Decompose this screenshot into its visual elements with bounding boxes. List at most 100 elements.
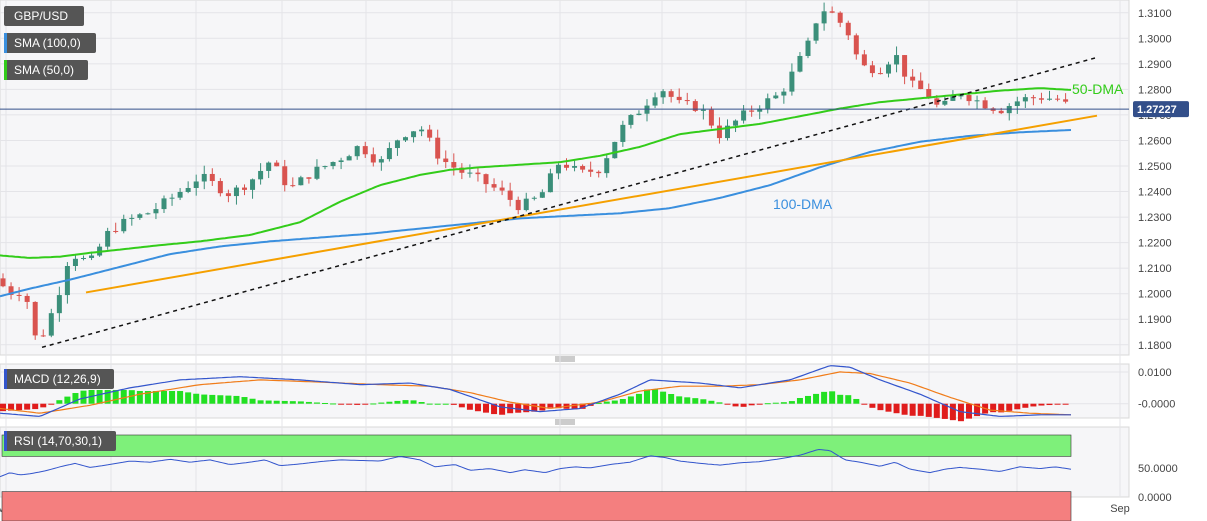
candle-body xyxy=(660,91,666,98)
candle-body xyxy=(258,170,264,180)
candle-body xyxy=(628,115,634,125)
legend-sma100-text: SMA (100,0) xyxy=(14,36,81,50)
macd-bar xyxy=(724,403,731,405)
legend-macd[interactable]: MACD (12,26,9) xyxy=(4,369,114,389)
last-price-tag xyxy=(1133,101,1189,118)
y-tick-label: 1.1900 xyxy=(1138,314,1172,326)
legend-sma50[interactable]: SMA (50,0) xyxy=(4,60,88,80)
macd-bar xyxy=(796,398,803,404)
macd-bar xyxy=(732,403,739,407)
candle-body xyxy=(193,181,199,188)
macd-bar xyxy=(861,403,868,405)
candle-body xyxy=(370,154,376,163)
candle-body xyxy=(708,109,714,126)
macd-bar xyxy=(128,390,135,404)
legend-symbol[interactable]: GBP/USD xyxy=(4,6,84,26)
macd-bar xyxy=(676,396,683,404)
candle-body xyxy=(1030,97,1036,99)
candle-body xyxy=(716,125,722,139)
candle-body xyxy=(547,173,553,193)
macd-bar xyxy=(627,396,634,404)
macd-bar xyxy=(16,403,23,411)
candle-body xyxy=(676,96,682,101)
macd-bar xyxy=(990,403,997,413)
candle-body xyxy=(837,12,843,23)
legend-rsi-bg xyxy=(4,431,116,451)
candle-body xyxy=(515,199,521,211)
candle-body xyxy=(982,100,988,109)
macd-bar xyxy=(152,391,159,404)
macd-bar xyxy=(635,393,642,404)
macd-bar xyxy=(837,394,844,404)
candle-body xyxy=(394,140,400,149)
macd-bar xyxy=(491,403,498,415)
candle-body xyxy=(451,162,457,168)
candle-body xyxy=(378,159,384,163)
legend-rsi[interactable]: RSI (14,70,30,1) xyxy=(4,431,116,451)
macd-bar xyxy=(442,403,449,405)
panel-resize-handle[interactable] xyxy=(555,419,575,425)
macd-bar xyxy=(402,400,409,404)
candle-body xyxy=(886,64,891,74)
candle-body xyxy=(950,96,956,101)
macd-bar xyxy=(378,402,385,404)
candle-body xyxy=(32,301,38,336)
macd-bar xyxy=(289,401,296,404)
macd-bar xyxy=(901,403,908,415)
legend-sma100[interactable]: SMA (100,0) xyxy=(4,33,96,53)
candle-body xyxy=(668,91,674,97)
sma100-line xyxy=(0,129,1072,298)
macd-bar xyxy=(700,399,707,404)
macd-bar xyxy=(144,391,151,404)
macd-bar xyxy=(80,390,87,404)
macd-bar xyxy=(322,402,328,404)
candle-body xyxy=(555,164,561,174)
candle-body xyxy=(934,98,940,105)
candle-body xyxy=(419,129,425,132)
macd-bar xyxy=(483,403,489,413)
legend-symbol-bg xyxy=(4,6,84,26)
macd-bar xyxy=(265,400,272,404)
macd-bar xyxy=(1054,403,1061,405)
macd-bar xyxy=(193,393,200,404)
macd-bar xyxy=(434,403,441,405)
candle-body xyxy=(580,166,586,170)
y-tick-label: 1.2500 xyxy=(1138,161,1172,173)
macd-bar xyxy=(805,395,811,404)
candle-body xyxy=(1047,98,1052,100)
candle-body xyxy=(250,179,256,190)
candle-body xyxy=(733,120,739,126)
macd-bar xyxy=(386,401,393,404)
macd-bar xyxy=(515,403,522,413)
macd-bar xyxy=(394,400,401,404)
candle-body xyxy=(507,190,513,200)
candle-body xyxy=(459,167,465,173)
main-panel xyxy=(0,0,1130,356)
candle-body xyxy=(177,191,183,198)
candle-body xyxy=(274,162,280,167)
rsi-line xyxy=(0,448,1072,478)
y-tick-label: 1.2800 xyxy=(1138,84,1172,96)
y-tick-label: 1.2100 xyxy=(1138,263,1172,275)
macd-bar xyxy=(346,403,353,405)
macd-bar xyxy=(56,400,63,404)
macd-bar xyxy=(458,403,465,408)
macd-bar xyxy=(853,398,860,404)
macd-bar xyxy=(845,395,852,404)
rsi-oversold-zone xyxy=(1,491,1072,521)
candle-body xyxy=(813,23,819,41)
macd-bar xyxy=(313,402,320,404)
candle-body xyxy=(1038,98,1044,100)
panel-resize-handle[interactable] xyxy=(555,356,575,362)
candle-body xyxy=(974,100,980,102)
macd-bar xyxy=(788,401,795,404)
macd-bar xyxy=(893,403,900,414)
macd-bar xyxy=(177,391,184,404)
candle-body xyxy=(845,22,851,36)
rsi-tick-label: 0.0000 xyxy=(1138,492,1172,504)
support-trendline xyxy=(85,114,1098,294)
candle-body xyxy=(757,108,763,112)
candle-body xyxy=(435,137,441,159)
candle-body xyxy=(338,160,344,163)
